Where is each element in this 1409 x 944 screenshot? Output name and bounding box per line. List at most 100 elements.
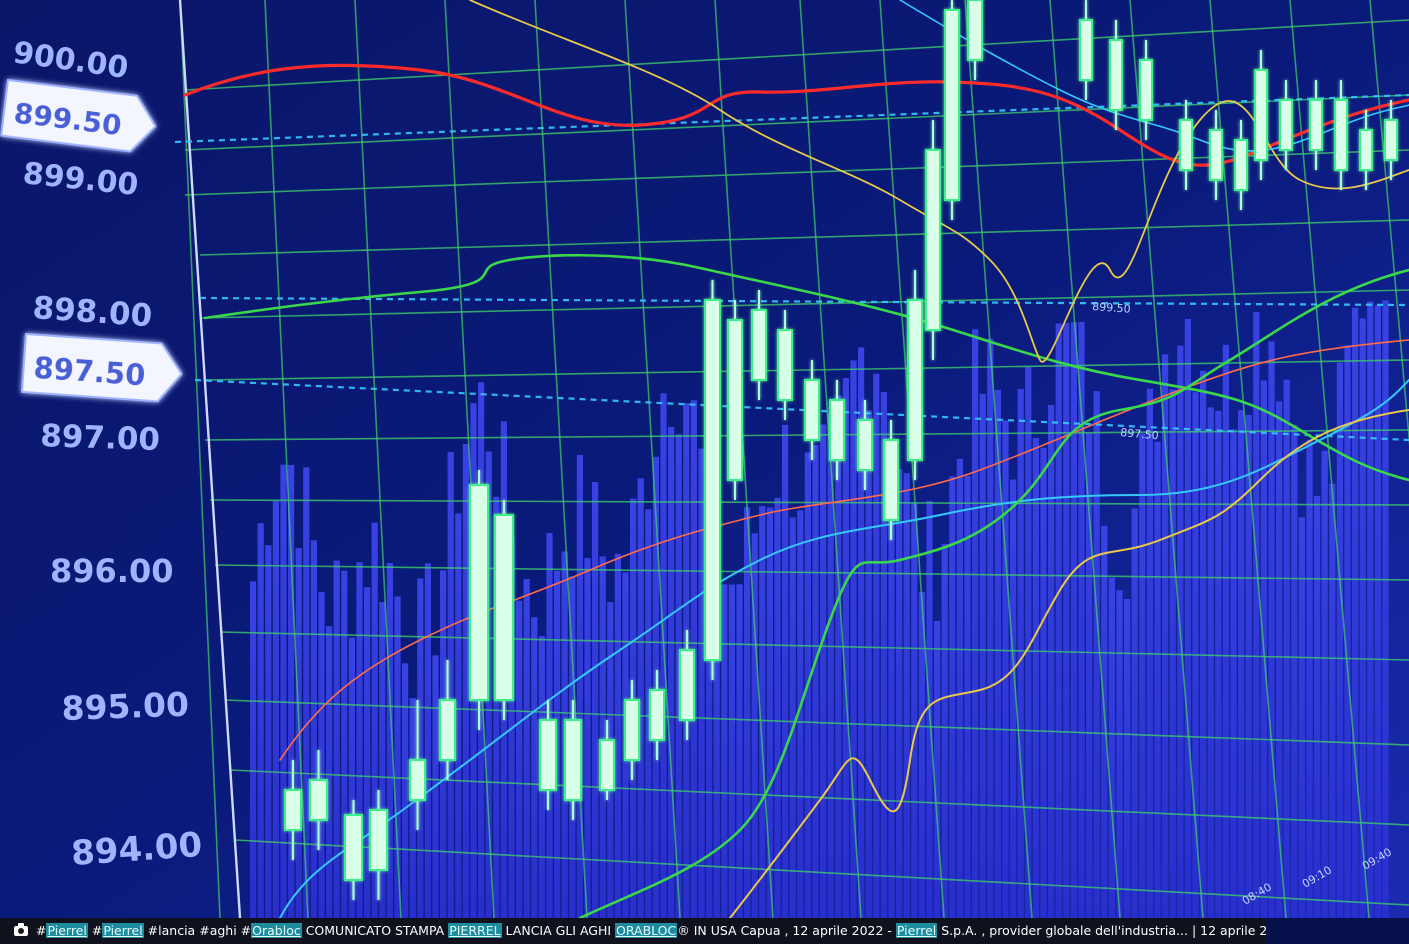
yellow-indicator-line-2 xyxy=(729,409,1409,918)
volume-bar xyxy=(880,392,887,918)
volume-bar xyxy=(972,329,979,918)
caption-text-4: S.p.A. , provider globale dell'industria… xyxy=(937,923,1266,938)
volume-bar xyxy=(1367,301,1374,918)
candle-body xyxy=(1279,99,1293,151)
tag-prefix: # xyxy=(199,923,210,938)
candle-body xyxy=(409,759,426,801)
volume-bar xyxy=(1291,424,1298,918)
volume-bar xyxy=(850,360,857,918)
volume-bar xyxy=(1215,410,1222,918)
volume-bar xyxy=(827,413,834,918)
candle-body xyxy=(944,9,960,201)
grid-line-vertical xyxy=(714,0,774,918)
caption-text-3: ® IN USA Capua , 12 aprile 2022 - xyxy=(677,923,896,938)
volume-bar xyxy=(1314,495,1321,918)
tag-prefix: # xyxy=(147,923,159,938)
candle-body xyxy=(1334,99,1348,171)
line-value-tag: 899.50 xyxy=(1092,300,1131,316)
hashtag-orabloc[interactable]: Orabloc xyxy=(251,923,302,938)
volume-bar xyxy=(1093,391,1100,918)
image-caption-bar: #Pierrel #Pierrel #lancia #aghi #Orabloc… xyxy=(0,918,1266,944)
volume-bar xyxy=(409,698,416,918)
grid-line-horizontal xyxy=(224,699,1409,746)
price-level-marker xyxy=(20,332,183,403)
link-pierrel[interactable]: Pierrel xyxy=(895,923,938,938)
volume-bar xyxy=(1238,410,1245,918)
volume-bar xyxy=(858,347,865,918)
volume-bar xyxy=(303,467,310,918)
volume-bar xyxy=(1253,312,1260,918)
dotted-level-line xyxy=(194,378,1409,442)
line-tags: 899.50 897.50 xyxy=(1092,300,1159,442)
candle-body xyxy=(804,379,820,441)
grid-line-vertical xyxy=(1289,0,1370,918)
candle-body xyxy=(727,319,743,481)
volume-bar xyxy=(1078,321,1085,918)
candle-body xyxy=(539,719,557,791)
volume-bar xyxy=(1245,414,1252,918)
volume-bar xyxy=(759,506,766,918)
volume-bar xyxy=(956,458,963,918)
grid-line-horizontal xyxy=(204,359,1409,381)
candlesticks xyxy=(284,0,1398,900)
link-pierrel-upper[interactable]: PIERREL xyxy=(448,923,502,938)
volume-bar xyxy=(1032,438,1039,918)
volume-bar xyxy=(584,558,591,918)
candle-body xyxy=(1079,19,1093,81)
volume-bar xyxy=(979,393,986,918)
volume-bar xyxy=(941,544,948,918)
volume-bar xyxy=(713,575,720,918)
volume-bar xyxy=(394,596,401,918)
candle-body xyxy=(857,419,873,471)
y-tick-label: 897.00 xyxy=(40,418,161,458)
volume-bar xyxy=(257,523,264,918)
volume-bar xyxy=(523,579,530,918)
volume-bar xyxy=(637,478,644,918)
candle-body xyxy=(439,699,456,761)
link-orabloc-upper[interactable]: ORABLOC xyxy=(615,923,678,938)
volume-bar xyxy=(356,562,363,918)
volume-bar xyxy=(1116,590,1123,918)
volume-bar xyxy=(1025,366,1032,918)
volume-bar xyxy=(1222,344,1229,918)
candle-body xyxy=(284,789,302,831)
volume-bar xyxy=(1139,433,1146,918)
grid-line-vertical xyxy=(354,0,402,918)
candle-body xyxy=(751,309,767,381)
volume-bar xyxy=(873,373,880,918)
volume-bar xyxy=(812,445,819,918)
volume-bar xyxy=(417,578,424,918)
candle-body xyxy=(1254,69,1268,161)
volume-bar xyxy=(1336,362,1343,918)
hashtag-pierrel-1[interactable]: Pierrel xyxy=(46,923,88,938)
volume-bar xyxy=(531,617,538,918)
tag-prefix: # xyxy=(91,923,103,938)
volume-bar xyxy=(835,395,842,918)
y-tick-label: 896.00 xyxy=(50,552,173,590)
volume-bar xyxy=(918,592,925,918)
y-tick-label: 898.00 xyxy=(31,290,153,334)
volume-bar xyxy=(766,507,773,918)
grid-line-horizontal xyxy=(234,839,1409,906)
hashtag-pierrel-2[interactable]: Pierrel xyxy=(102,923,144,938)
volume-bar xyxy=(789,517,796,918)
volume-bar xyxy=(1298,517,1305,918)
volume-bar xyxy=(903,473,910,918)
candle-body xyxy=(829,399,845,461)
volume-bar xyxy=(447,452,454,918)
volume-bar xyxy=(1374,305,1381,918)
volume-bar xyxy=(310,540,317,918)
volume-bar xyxy=(1329,483,1336,918)
dotted-level-line xyxy=(199,296,1409,307)
volume-bar xyxy=(1086,432,1093,918)
green-indicator-line xyxy=(203,253,1409,482)
volume-bar xyxy=(402,663,409,918)
camera-icon xyxy=(14,923,28,936)
candle-body xyxy=(1359,129,1373,171)
candle-body xyxy=(344,814,363,881)
candle-body xyxy=(494,514,514,701)
candle-body xyxy=(1139,59,1153,121)
volume-bar xyxy=(326,626,333,918)
stock-chart-graphic: 900.00899.00898.00897.00896.00895.00894.… xyxy=(0,0,1409,918)
candle-body xyxy=(599,739,615,791)
